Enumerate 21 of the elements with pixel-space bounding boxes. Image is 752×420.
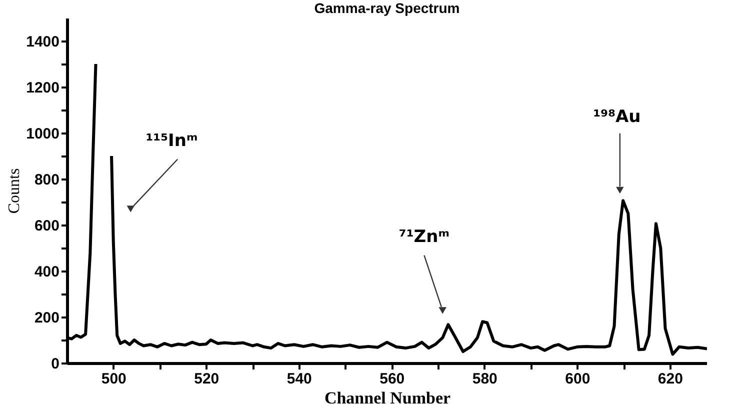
- y-tick-label: 0: [51, 356, 60, 372]
- x-tick-label: 540: [286, 370, 312, 388]
- annotation: ¹¹⁵Inᵐ: [146, 131, 198, 152]
- y-tick-label: 200: [34, 310, 60, 326]
- y-tick-label: 800: [34, 172, 60, 188]
- x-tick-label: 500: [101, 370, 126, 388]
- y-tick-label: 600: [34, 218, 60, 234]
- x-axis-title: Channel Number: [324, 388, 451, 408]
- y-tick-label: 1200: [26, 80, 60, 96]
- x-tick-label: 620: [658, 370, 683, 388]
- x-tick-label: 520: [194, 370, 220, 388]
- annotation: ¹⁹⁸Au: [593, 107, 641, 128]
- x-tick-label: 580: [472, 370, 498, 388]
- y-tick-label: 400: [34, 264, 60, 280]
- x-tick-label: 560: [380, 370, 405, 388]
- x-tick-label: 600: [565, 370, 590, 388]
- y-tick-label: 1000: [26, 126, 60, 142]
- annotation: ⁷¹Znᵐ: [398, 227, 450, 248]
- chart-title: Gamma-ray Spectrum: [314, 0, 460, 16]
- y-tick-label: 1400: [26, 34, 60, 50]
- y-axis-title: Counts: [6, 168, 24, 214]
